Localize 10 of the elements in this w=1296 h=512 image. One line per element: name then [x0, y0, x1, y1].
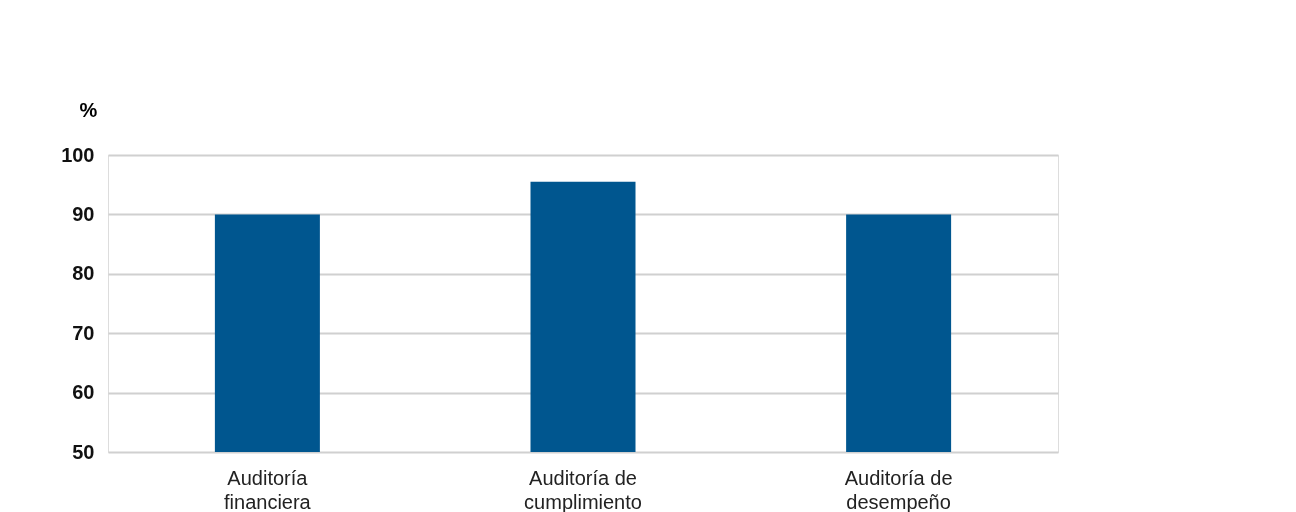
- x-tick-label: Auditoría de desempeño: [844, 466, 953, 512]
- y-tick-label: 80: [72, 262, 95, 285]
- y-tick-label: 90: [72, 202, 95, 225]
- y-tick-label: 50: [72, 440, 95, 463]
- x-tick-label: Auditoría de cumplimiento: [524, 466, 642, 512]
- y-tick-label: 100: [61, 143, 95, 166]
- y-tick-label: 70: [72, 321, 95, 344]
- x-tick-label: Auditoría financiera: [224, 466, 312, 512]
- y-axis-title: %: [79, 98, 98, 121]
- y-tick-label: 60: [72, 381, 95, 404]
